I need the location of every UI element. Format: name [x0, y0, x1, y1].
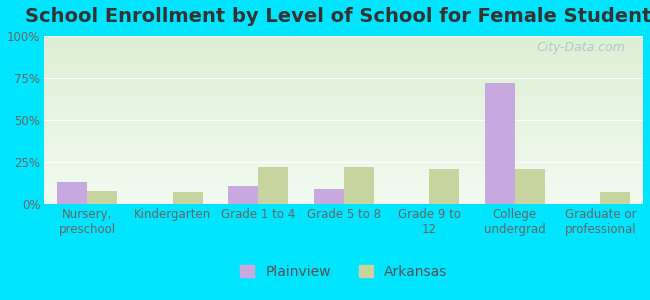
Bar [429, 169, 459, 204]
Bar [57, 182, 87, 204]
Bar [258, 167, 288, 204]
Bar [314, 189, 344, 204]
Bar [173, 192, 203, 204]
Text: City-Data.com: City-Data.com [536, 41, 625, 54]
Bar [515, 169, 545, 204]
Bar [344, 167, 374, 204]
Bar [485, 83, 515, 204]
Title: School Enrollment by Level of School for Female Students: School Enrollment by Level of School for… [25, 7, 650, 26]
Bar [228, 185, 258, 204]
Bar [601, 192, 630, 204]
Legend: Plainview, Arkansas: Plainview, Arkansas [235, 260, 452, 284]
Bar [87, 190, 117, 204]
